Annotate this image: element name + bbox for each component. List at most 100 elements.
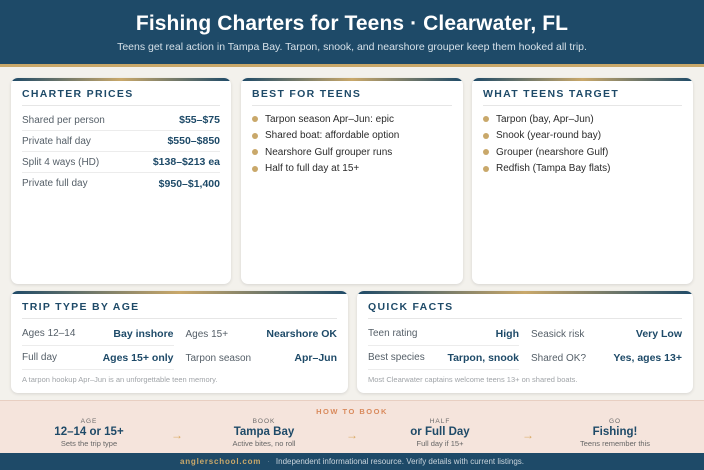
trip-type-card: TRIP TYPE BY AGE Ages 12–14 Bay inshore … <box>11 291 348 393</box>
step-duration: HALF or Full Day Full day if 15+ <box>365 418 515 448</box>
fact-row: Shared OK? Yes, ages 13+ <box>531 346 682 370</box>
fact-value: Very Low <box>635 328 682 340</box>
bullet-dot-icon <box>483 132 489 139</box>
card-title: TRIP TYPE BY AGE <box>22 301 140 313</box>
arrow-right-icon: → <box>522 428 534 442</box>
step-go: GO Fishing! Teens remember this <box>540 418 690 448</box>
step-title: Fishing! <box>592 426 638 438</box>
bullet-list: Tarpon (bay, Apr–Jun) Snook (year-round … <box>483 111 682 177</box>
list-item: Shared boat: affordable option <box>252 128 452 145</box>
page-title: Fishing Charters for Teens · Clearwater,… <box>135 12 569 35</box>
list-item-text: Nearshore Gulf grouper runs <box>265 146 393 158</box>
step-key: HALF <box>429 418 451 425</box>
price-row: Shared per person $55–$75 <box>22 110 220 131</box>
divider <box>252 105 452 106</box>
page-subtitle: Teens get real action in Tampa Bay. Tarp… <box>117 41 587 53</box>
list-item-text: Snook (year-round bay) <box>496 130 602 142</box>
footer-separator: · <box>267 457 270 466</box>
card-title: BEST FOR TEENS <box>252 88 362 100</box>
list-item-text: Shared boat: affordable option <box>265 130 400 142</box>
header-accent-bar <box>0 64 704 67</box>
bullet-dot-icon <box>252 165 258 172</box>
what-teens-target-card: WHAT TEENS TARGET Tarpon (bay, Apr–Jun) … <box>472 78 693 284</box>
step-title: 12–14 or 15+ <box>54 426 124 438</box>
fact-label: Ages 12–14 <box>22 328 76 339</box>
step-caption: Teens remember this <box>579 439 651 448</box>
fact-label: Tarpon season <box>185 352 252 364</box>
step-key: GO <box>608 418 622 425</box>
fact-label: Shared OK? <box>531 352 587 364</box>
best-for-teens-card: BEST FOR TEENS Tarpon season Apr–Jun: ep… <box>241 78 463 284</box>
fact-value: Nearshore OK <box>266 328 337 340</box>
fact-label: Teen rating <box>368 328 418 339</box>
fact-value: Apr–Jun <box>294 352 337 364</box>
step-key: BOOK <box>252 418 276 425</box>
bullet-dot-icon <box>483 116 489 123</box>
bullet-dot-icon <box>483 165 489 172</box>
price-label: Private full day <box>22 178 88 189</box>
fact-grid: Teen rating High Seasick risk Very Low B… <box>368 322 682 370</box>
step-key: AGE <box>80 418 98 425</box>
site-link[interactable]: anglerschool.com <box>179 457 262 466</box>
page-footer: anglerschool.com · Independent information… <box>0 453 704 470</box>
fact-row: Tarpon season Apr–Jun <box>186 346 338 370</box>
fact-value: Bay inshore <box>113 327 174 340</box>
list-item-text: Tarpon (bay, Apr–Jun) <box>496 113 594 125</box>
price-row: Private half day $550–$850 <box>22 131 220 152</box>
price-row: Private full day $950–$1,400 <box>22 173 220 194</box>
card-title: WHAT TEENS TARGET <box>483 88 620 100</box>
step-title: or Full Day <box>410 426 470 438</box>
step-book: BOOK Tampa Bay Active bites, no roll <box>189 418 339 448</box>
fact-value: High <box>495 327 519 340</box>
fact-value: Tarpon, snook <box>447 351 519 364</box>
footer-disclaimer: Independent informational resource. Veri… <box>275 457 525 466</box>
list-item: Redfish (Tampa Bay flats) <box>483 161 682 178</box>
fact-row: Seasick risk Very Low <box>531 322 682 346</box>
list-item: Snook (year-round bay) <box>483 128 682 145</box>
fact-label: Seasick risk <box>531 328 585 340</box>
list-item: Tarpon season Apr–Jun: epic <box>252 111 452 128</box>
list-item-text: Redfish (Tampa Bay flats) <box>496 163 611 175</box>
step-title: Tampa Bay <box>233 426 295 438</box>
divider <box>483 105 682 106</box>
quick-facts-card: QUICK FACTS Teen rating High Seasick ris… <box>357 291 693 393</box>
price-row: Split 4 ways (HD) $138–$213 ea <box>22 152 220 173</box>
fact-grid: Ages 12–14 Bay inshore Ages 15+ Nearshor… <box>22 322 337 370</box>
list-item: Half to full day at 15+ <box>252 161 452 178</box>
arrow-right-icon: → <box>171 428 183 442</box>
bullet-list: Tarpon season Apr–Jun: epic Shared boat:… <box>252 111 452 177</box>
step-caption: Full day if 15+ <box>416 439 464 448</box>
fact-value: Ages 15+ only <box>102 351 174 364</box>
page-header: Fishing Charters for Teens · Clearwater,… <box>0 0 704 64</box>
price-value: $55–$75 <box>179 114 220 126</box>
fact-label: Full day <box>22 352 58 363</box>
step-age: AGE 12–14 or 15+ Sets the trip type <box>14 418 164 448</box>
divider <box>368 318 682 319</box>
fact-label: Best species <box>368 352 425 363</box>
list-item-text: Grouper (nearshore Gulf) <box>496 146 609 158</box>
price-label: Private half day <box>22 135 91 147</box>
list-item-text: Half to full day at 15+ <box>265 163 360 175</box>
divider <box>22 105 220 106</box>
price-label: Split 4 ways (HD) <box>22 156 100 168</box>
price-value: $950–$1,400 <box>158 177 220 190</box>
fact-row: Full day Ages 15+ only <box>22 346 174 370</box>
price-value: $138–$213 ea <box>152 156 220 168</box>
fact-row: Ages 12–14 Bay inshore <box>22 322 174 346</box>
price-list: Shared per person $55–$75 Private half d… <box>22 110 220 194</box>
card-title: CHARTER PRICES <box>22 88 134 100</box>
fact-value: Yes, ages 13+ <box>613 352 682 364</box>
how-to-book-section: HOW TO BOOK AGE 12–14 or 15+ Sets the tr… <box>0 400 704 453</box>
bullet-dot-icon <box>252 132 258 139</box>
step-caption: Sets the trip type <box>60 439 118 448</box>
bullet-dot-icon <box>483 149 489 156</box>
card-note: Most Clearwater captains welcome teens 1… <box>368 375 578 384</box>
list-item-text: Tarpon season Apr–Jun: epic <box>265 113 394 125</box>
list-item: Tarpon (bay, Apr–Jun) <box>483 111 682 128</box>
divider <box>22 318 337 319</box>
section-label: HOW TO BOOK <box>316 407 388 416</box>
card-title: QUICK FACTS <box>368 301 454 313</box>
bullet-dot-icon <box>252 149 258 156</box>
bullet-dot-icon <box>252 116 258 123</box>
price-label: Shared per person <box>22 114 105 126</box>
